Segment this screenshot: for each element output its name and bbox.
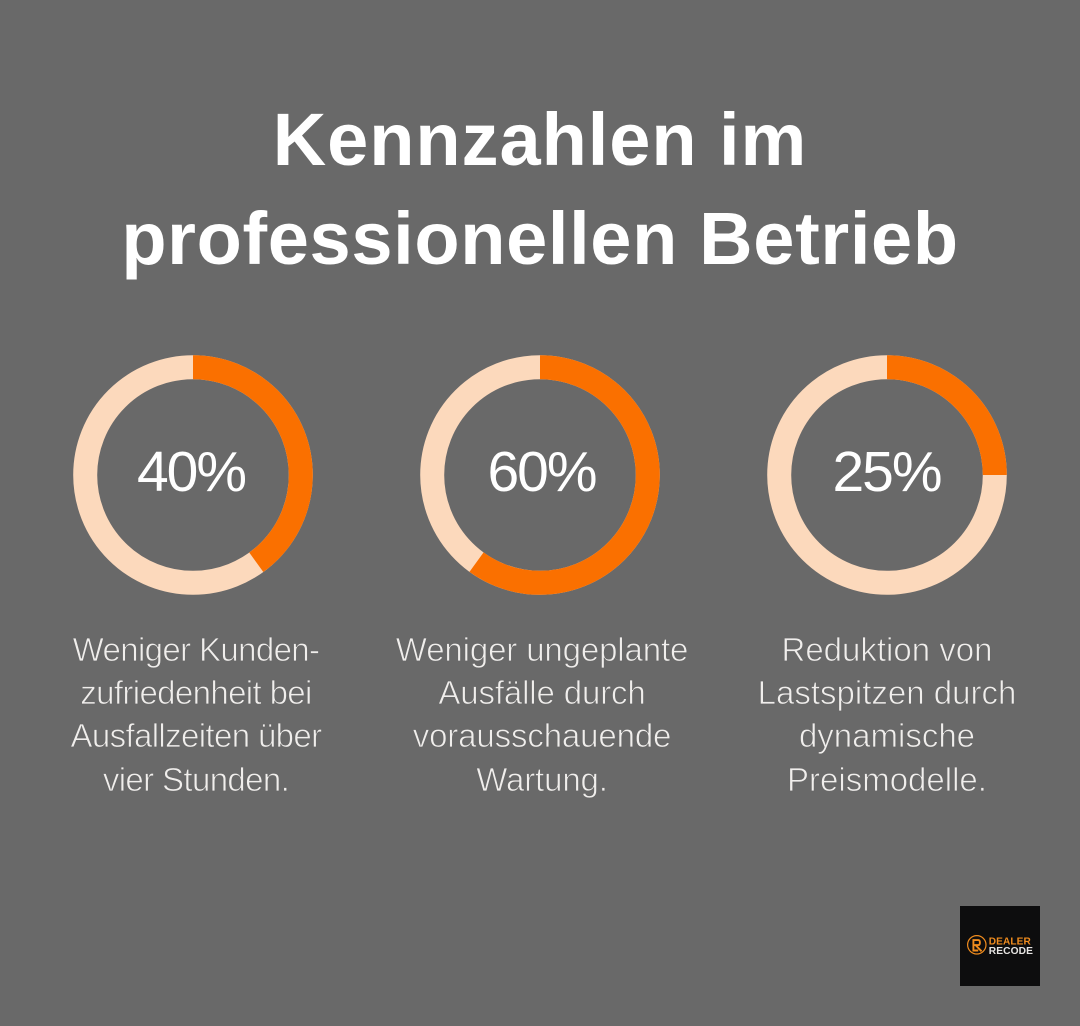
svg-text:RECODE: RECODE: [989, 946, 1033, 957]
svg-text:DEALER: DEALER: [989, 936, 1032, 947]
